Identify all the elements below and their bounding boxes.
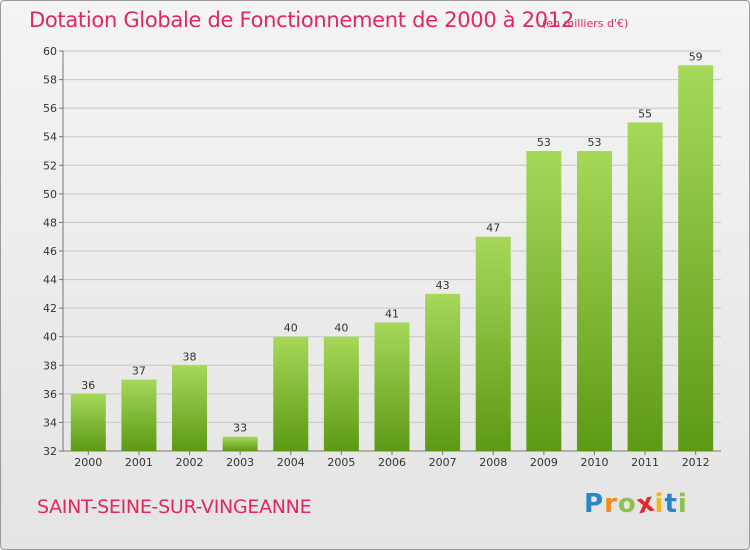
bar: [678, 65, 714, 452]
logo-letter: r: [604, 489, 618, 519]
data-label: 40: [284, 322, 298, 335]
proxiti-logo[interactable]: Proxiti: [584, 487, 688, 520]
bar: [323, 336, 359, 451]
y-tick-label: 60: [43, 45, 57, 58]
logo-letter: o: [617, 489, 637, 519]
x-tick-label: 2006: [378, 456, 406, 469]
bar: [172, 365, 208, 451]
y-tick-label: 56: [43, 102, 57, 115]
chart-title: Dotation Globale de Fonctionnement de 20…: [29, 8, 574, 32]
logo-letter: P: [584, 489, 605, 519]
y-tick-label: 50: [43, 188, 57, 201]
x-tick-label: 2008: [479, 456, 507, 469]
x-tick-label: 2000: [74, 456, 102, 469]
x-tick-label: 2012: [682, 456, 710, 469]
x-tick-label: 2002: [176, 456, 204, 469]
x-tick-label: 2011: [631, 456, 659, 469]
y-tick-label: 52: [43, 159, 57, 172]
y-tick-label: 38: [43, 359, 57, 372]
x-tick-label: 2003: [226, 456, 254, 469]
x-tick-label: 2007: [429, 456, 457, 469]
y-tick-label: 34: [43, 416, 57, 429]
x-tick-label: 2005: [327, 456, 355, 469]
y-tick-label: 42: [43, 302, 57, 315]
bar: [627, 122, 663, 451]
bar: [374, 322, 410, 451]
commune-name: SAINT-SEINE-SUR-VINGEANNE: [37, 496, 312, 518]
data-label: 38: [183, 350, 197, 363]
y-tick-label: 46: [43, 245, 57, 258]
data-label: 55: [638, 107, 652, 120]
data-label: 40: [334, 322, 348, 335]
bar: [526, 151, 562, 451]
y-tick-label: 48: [43, 216, 57, 229]
logo-letter: i: [654, 489, 665, 519]
data-label: 33: [233, 422, 247, 435]
data-label: 59: [689, 50, 703, 63]
x-tick-label: 2010: [580, 456, 608, 469]
data-label: 53: [537, 136, 551, 149]
y-tick-label: 32: [43, 445, 57, 458]
y-tick-label: 44: [43, 274, 57, 287]
bar: [121, 379, 157, 451]
data-label: 47: [486, 222, 500, 235]
logo-letter: t: [664, 489, 678, 519]
data-label: 41: [385, 307, 399, 320]
bar: [475, 236, 511, 451]
x-tick-label: 2009: [530, 456, 558, 469]
y-tick-label: 58: [43, 74, 57, 87]
bar: [273, 336, 309, 451]
bar: [576, 151, 612, 451]
y-tick-label: 54: [43, 131, 57, 144]
chart-subtitle: (en milliers d'€): [542, 17, 629, 30]
bars: [70, 65, 714, 452]
data-label: 37: [132, 365, 146, 378]
y-tick-label: 36: [43, 388, 57, 401]
x-tick-label: 2004: [277, 456, 305, 469]
logo-letter: i: [677, 489, 688, 519]
y-tick-label: 40: [43, 331, 57, 344]
labels: 32 34 36 38 40 42 44 46 48 50 52 54 56 58 60 36 2000 37 20…: [43, 45, 710, 469]
data-label: 36: [81, 379, 95, 392]
data-label: 53: [587, 136, 601, 149]
bar: [222, 436, 258, 451]
bar: [425, 293, 461, 451]
x-tick-label: 2001: [125, 456, 153, 469]
data-label: 43: [436, 279, 450, 292]
bar: [70, 393, 106, 451]
